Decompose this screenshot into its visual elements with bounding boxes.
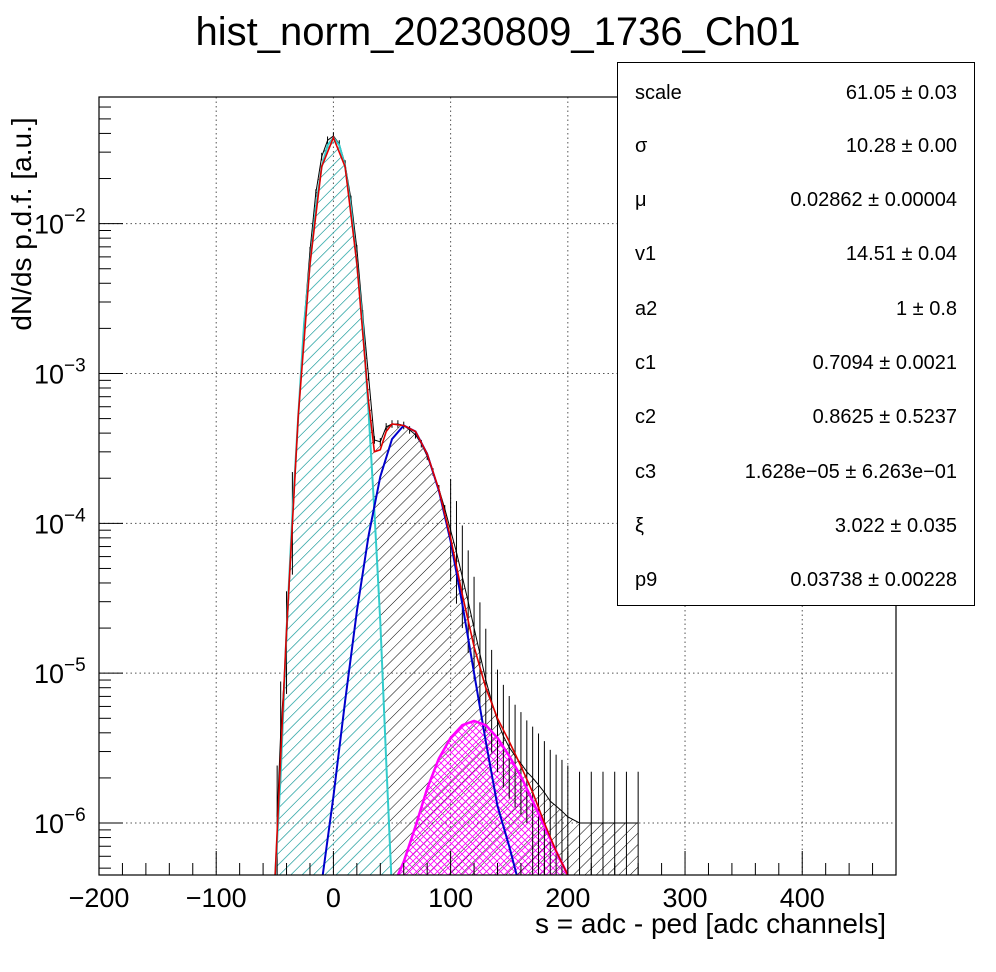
y-tick-label: 10−6	[34, 805, 86, 839]
x-tick-label: −100	[186, 883, 247, 913]
x-tick-label: 300	[662, 883, 707, 913]
y-axis-label: dN/ds p.d.f. [a.u.]	[6, 117, 37, 331]
y-tick-label: 10−2	[34, 206, 86, 240]
stat-name: c3	[635, 461, 657, 483]
stat-name: scale	[635, 82, 682, 104]
stat-value: 10.28 ± 0.00	[845, 135, 957, 157]
stat-name: ξ	[635, 515, 644, 537]
lines	[274, 132, 639, 875]
series-two-pe-fit	[396, 719, 569, 875]
stat-name: σ	[635, 135, 648, 157]
stat-row-c2: c2 0.8625 ± 0.5237	[618, 398, 974, 438]
x-tick-label: 100	[428, 883, 473, 913]
stat-name: c1	[635, 352, 657, 374]
stat-row-sigma: σ 10.28 ± 0.00	[618, 127, 974, 167]
stat-name: p9	[635, 569, 658, 591]
stat-row-mu: μ 0.02862 ± 0.00004	[618, 181, 974, 221]
x-tick-label: 0	[326, 883, 341, 913]
stat-row-xi: ξ 3.022 ± 0.035	[618, 507, 974, 547]
two-pe-hatch-area	[397, 721, 568, 875]
stat-value: 0.03738 ± 0.00228	[790, 569, 957, 591]
stat-value: 61.05 ± 0.03	[845, 82, 957, 104]
y-tick-label: 10−4	[34, 505, 86, 539]
stat-row-v1: v1 14.51 ± 0.04	[618, 235, 974, 275]
stat-row-scale: scale 61.05 ± 0.03	[618, 74, 974, 114]
x-tick-label: −200	[69, 883, 130, 913]
fills	[274, 135, 639, 875]
stat-value: 14.51 ± 0.04	[845, 243, 957, 265]
stat-row-p9: p9 0.03738 ± 0.00228	[618, 561, 974, 601]
ticks: −200 −100 0 100 200 300 400 10−6 10−5 10−4 10−3 10−…	[34, 96, 897, 913]
stat-name: a2	[635, 298, 658, 320]
stat-row-c3: c3 1.628e−05 ± 6.263e−01	[618, 453, 974, 493]
stat-value: 1.628e−05 ± 6.263e−01	[744, 461, 957, 483]
fit-parameters-box: scale 61.05 ± 0.03 σ 10.28 ± 0.00 μ 0.02…	[617, 62, 975, 606]
stat-name: μ	[635, 189, 647, 211]
y-tick-label: 10−3	[34, 355, 86, 389]
stat-name: c2	[635, 406, 657, 428]
stat-value: 1 ± 0.8	[895, 298, 957, 320]
y-tick-label: 10−5	[34, 655, 86, 689]
x-axis-label: s = adc - ped [adc channels]	[535, 908, 886, 939]
stat-value: 0.02862 ± 0.00004	[790, 189, 957, 211]
stat-value: 0.8625 ± 0.5237	[812, 406, 957, 428]
chart-title: hist_norm_20230809_1736_Ch01	[195, 10, 801, 54]
x-tick-label: 200	[545, 883, 590, 913]
stat-row-c1: c1 0.7094 ± 0.0021	[618, 344, 974, 384]
stat-value: 3.022 ± 0.035	[834, 515, 957, 537]
pedestal-hatch-area	[274, 137, 392, 875]
stat-name: v1	[635, 243, 657, 265]
stat-row-a2: a2 1 ± 0.8	[618, 290, 974, 330]
x-tick-label: 400	[780, 883, 825, 913]
stat-value: 0.7094 ± 0.0021	[812, 352, 957, 374]
series-total-fit	[274, 135, 569, 875]
